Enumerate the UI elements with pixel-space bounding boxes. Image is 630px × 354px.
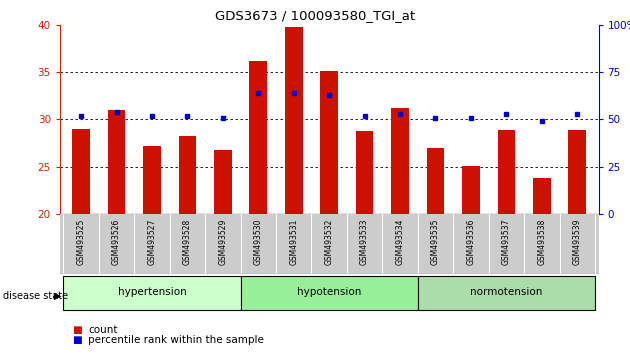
Bar <box>178 136 197 354</box>
Bar <box>64 276 241 310</box>
Bar <box>498 130 515 354</box>
Text: ■: ■ <box>72 325 82 335</box>
Text: GSM493528: GSM493528 <box>183 219 192 265</box>
Bar <box>427 148 444 354</box>
Text: GSM493539: GSM493539 <box>573 219 581 266</box>
Bar <box>285 27 302 354</box>
Text: GSM493527: GSM493527 <box>147 219 156 266</box>
Text: normotension: normotension <box>470 287 542 297</box>
Bar <box>320 71 338 354</box>
Bar <box>533 178 551 354</box>
Bar <box>241 276 418 310</box>
Text: GSM493530: GSM493530 <box>254 219 263 266</box>
Text: GSM493529: GSM493529 <box>219 219 227 266</box>
Text: percentile rank within the sample: percentile rank within the sample <box>88 335 264 345</box>
Text: GSM493531: GSM493531 <box>289 219 298 266</box>
Text: GSM493536: GSM493536 <box>466 219 476 266</box>
Text: GSM493537: GSM493537 <box>502 219 511 266</box>
Text: GSM493532: GSM493532 <box>324 219 334 266</box>
Text: GSM493533: GSM493533 <box>360 219 369 266</box>
Bar <box>214 150 232 354</box>
Text: GSM493534: GSM493534 <box>396 219 404 266</box>
Bar <box>249 61 267 354</box>
Text: GDS3673 / 100093580_TGI_at: GDS3673 / 100093580_TGI_at <box>215 9 415 22</box>
Bar <box>72 129 90 354</box>
Text: hypotension: hypotension <box>297 287 362 297</box>
Bar <box>418 276 595 310</box>
Text: ■: ■ <box>72 335 82 345</box>
Bar <box>143 146 161 354</box>
Text: GSM493526: GSM493526 <box>112 219 121 266</box>
Text: ▶: ▶ <box>54 291 62 301</box>
Text: hypertension: hypertension <box>118 287 186 297</box>
Text: GSM493538: GSM493538 <box>537 219 546 266</box>
Bar <box>356 131 374 354</box>
Bar <box>462 166 480 354</box>
Text: GSM493535: GSM493535 <box>431 219 440 266</box>
Bar <box>391 108 409 354</box>
Text: GSM493525: GSM493525 <box>77 219 86 266</box>
Bar <box>108 110 125 354</box>
Bar <box>568 130 586 354</box>
Text: count: count <box>88 325 118 335</box>
Text: disease state: disease state <box>3 291 67 301</box>
